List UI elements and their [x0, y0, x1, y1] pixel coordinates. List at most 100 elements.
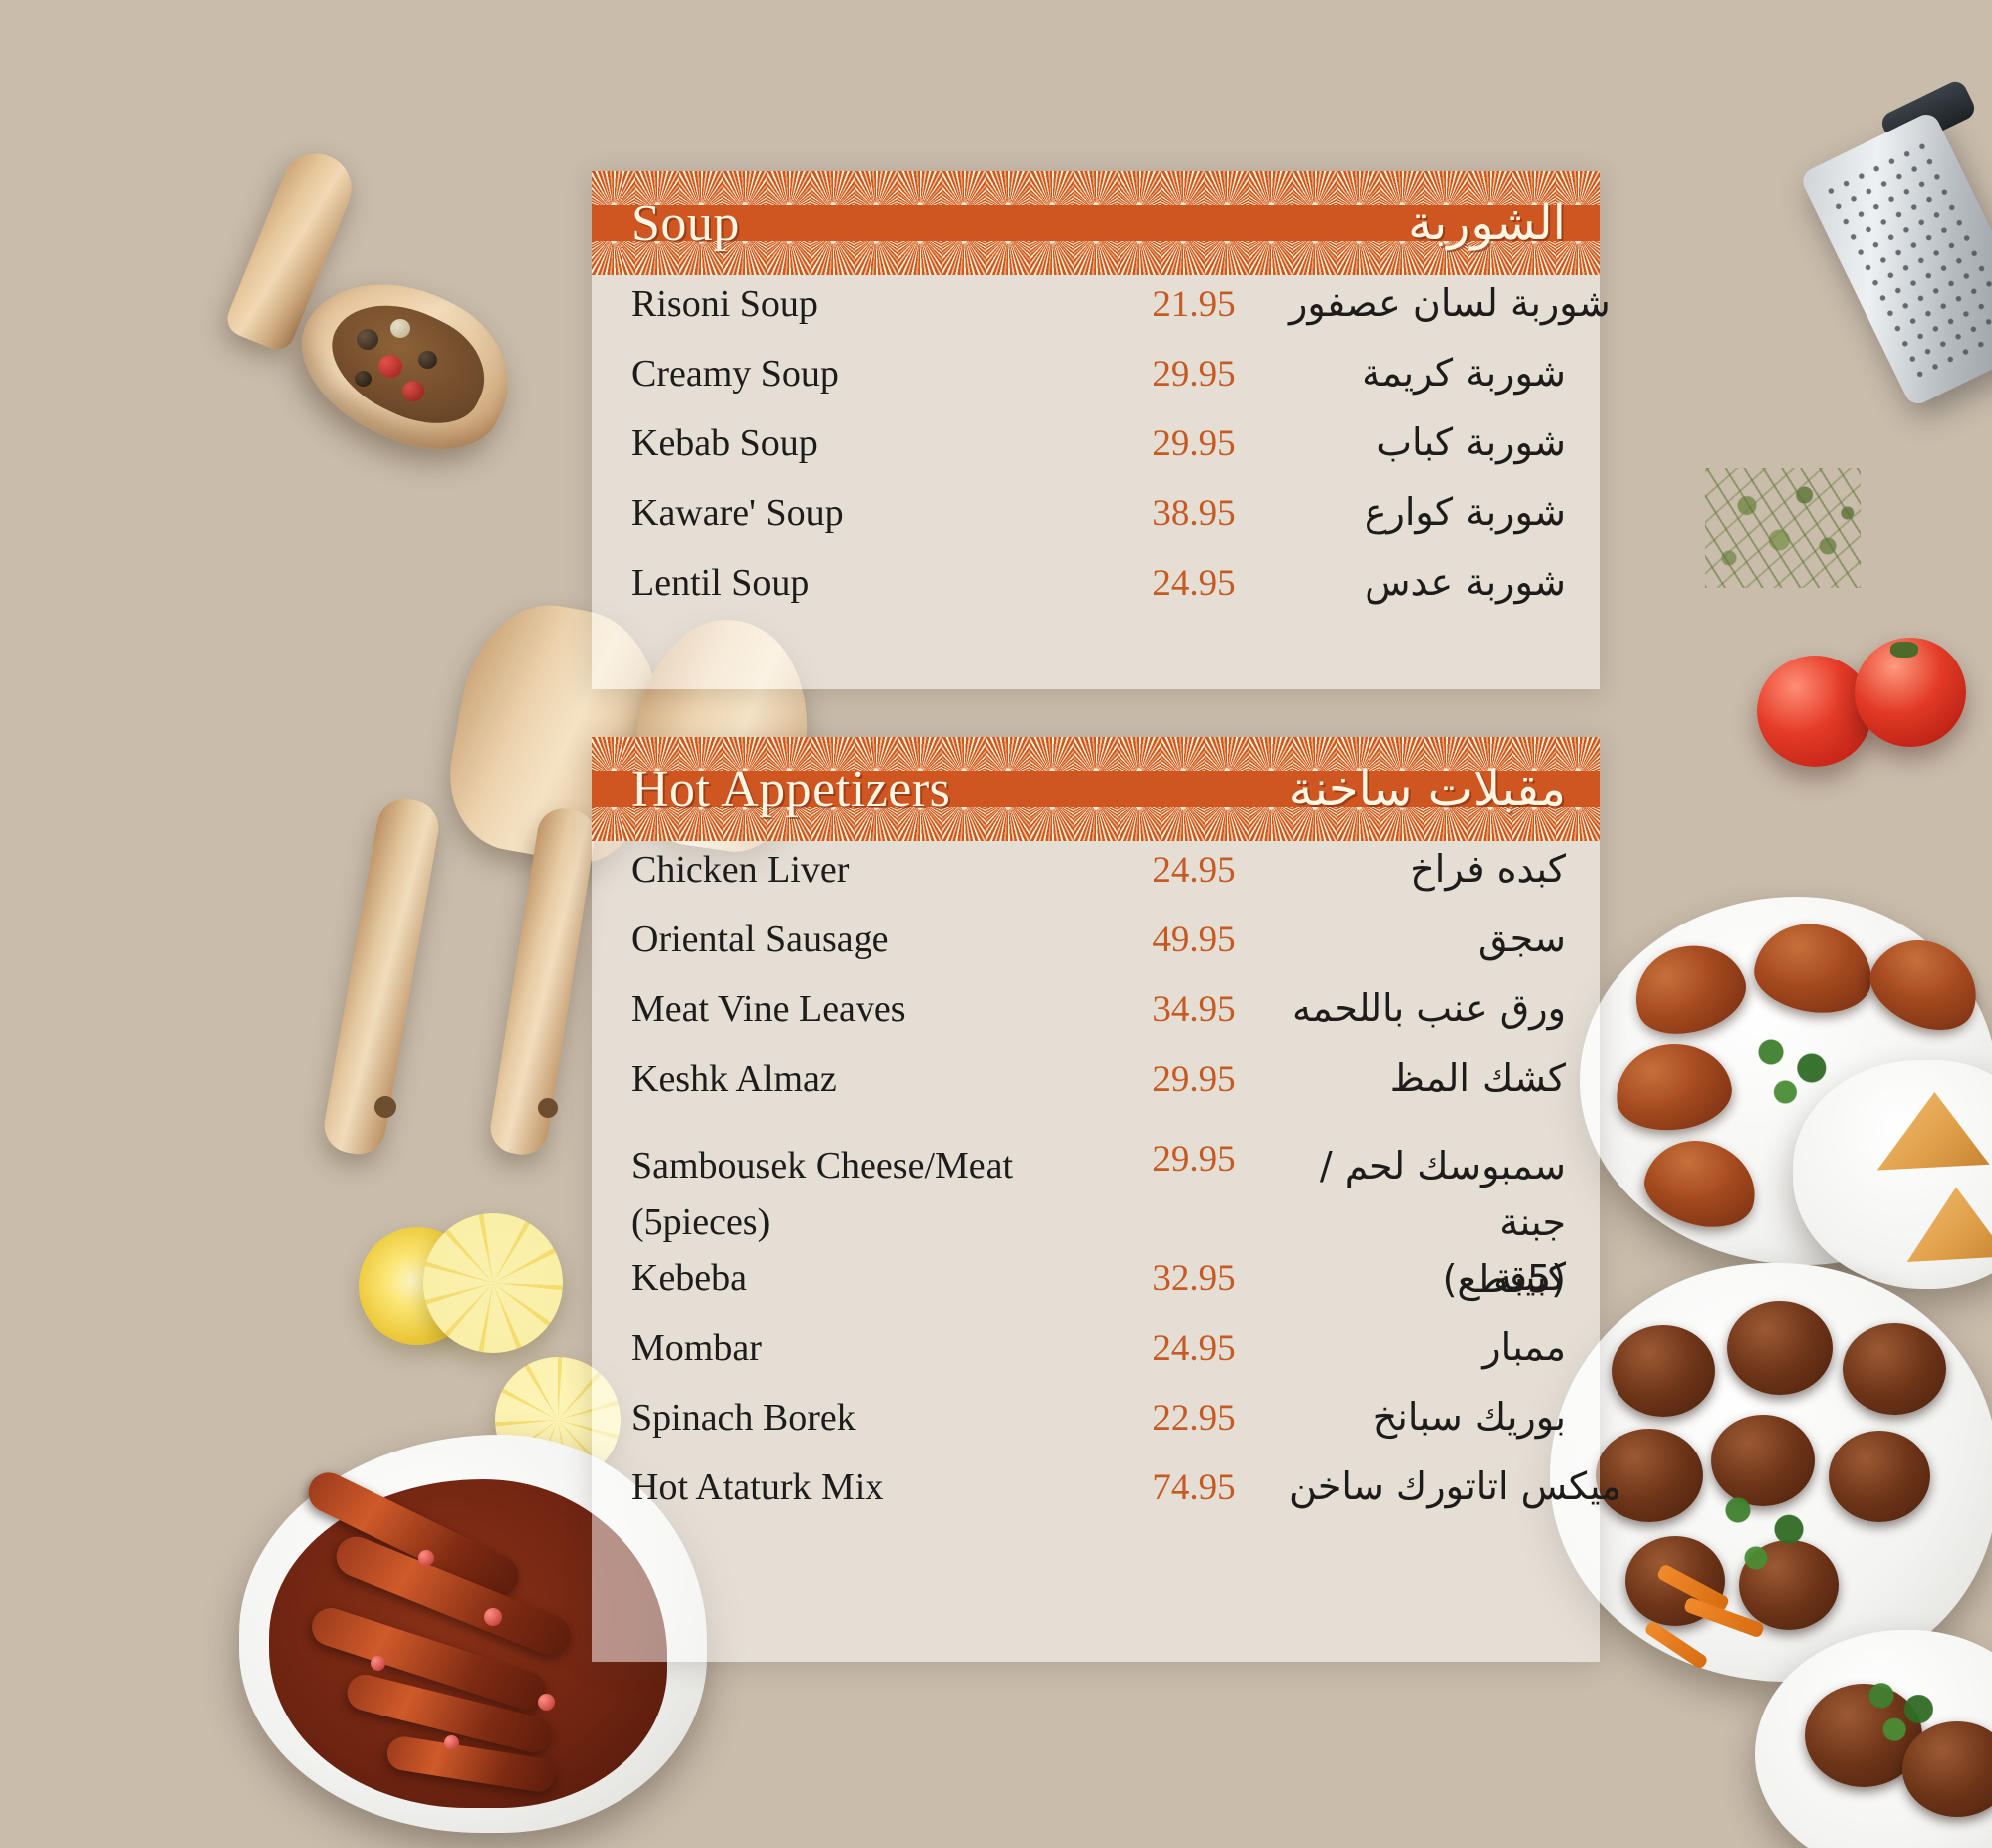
- menu-section-hot-appetizers: Hot Appetizers مقبلات ساخنة Chicken Live…: [592, 737, 1621, 1662]
- item-name-en: Kebeba: [631, 1257, 748, 1299]
- item-name-en: Sambousek Cheese/Meat (5pieces): [631, 1138, 1100, 1251]
- menu-row[interactable]: Kebab Soup 29.95 شوربة كباب: [631, 420, 1566, 490]
- pink-peppercorn: [371, 1656, 385, 1671]
- item-name-en: Kaware' Soup: [631, 492, 844, 534]
- item-name-en: Chicken Liver: [631, 849, 850, 891]
- kofta-ball: [1829, 1431, 1930, 1522]
- item-price: 21.95: [1152, 284, 1236, 325]
- sausage-link: [330, 1530, 577, 1662]
- item-name-en-main: Sambousek Cheese/Meat: [631, 1145, 1014, 1187]
- kibbeh: [1749, 917, 1878, 1020]
- soup-item-list: Risoni Soup 21.95 شوربة لسان عصفور Cream…: [592, 275, 1611, 648]
- item-name-en: Risoni Soup: [631, 283, 818, 325]
- item-price: 24.95: [1152, 1328, 1236, 1369]
- tomato-stem: [1890, 642, 1918, 658]
- wooden-spoon-hole: [536, 1096, 560, 1120]
- item-price: 34.95: [1152, 989, 1236, 1030]
- wooden-scoop-handle: [222, 143, 362, 355]
- menu-row[interactable]: Sambousek Cheese/Meat (5pieces) 29.95 سم…: [631, 1126, 1566, 1301]
- item-name-ar-main: سمبوسك لحم /جبنة: [1319, 1144, 1566, 1244]
- item-name-en: Meat Vine Leaves: [631, 988, 906, 1030]
- menu-row[interactable]: Mombar 24.95 ممبار: [631, 1325, 1566, 1395]
- item-name-en: Hot Ataturk Mix: [631, 1466, 884, 1508]
- grater-handle: [1877, 77, 1979, 154]
- item-price: 22.95: [1152, 1398, 1236, 1439]
- item-price: 49.95: [1152, 920, 1236, 960]
- lemon-half: [359, 1227, 476, 1345]
- item-name-en-sub: (5pieces): [631, 1201, 771, 1243]
- item-name-ar: كبيبة: [1493, 1255, 1566, 1299]
- soup-title-en: Soup: [631, 194, 740, 252]
- pink-peppercorn: [484, 1608, 502, 1626]
- carrot-julienne: [1682, 1596, 1766, 1639]
- samosa-platter: [1793, 1060, 1992, 1289]
- item-name-ar: شوربة عدس: [1365, 560, 1566, 604]
- kibbeh: [1858, 924, 1992, 1045]
- item-name-en: Kebab Soup: [631, 422, 818, 464]
- meat-chunk: [1805, 1684, 1922, 1787]
- meat-chunk: [1902, 1721, 1992, 1817]
- peppercorn: [357, 329, 378, 350]
- pink-peppercorn: [444, 1735, 459, 1750]
- item-price: 29.95: [1152, 354, 1236, 395]
- thyme-stems: [1705, 468, 1861, 588]
- menu-row[interactable]: Kaware' Soup 38.95 شوربة كوارع: [631, 490, 1566, 560]
- item-name-en: Keshk Almaz: [631, 1058, 837, 1100]
- item-name-ar: بوريك سبانخ: [1372, 1395, 1566, 1439]
- menu-row[interactable]: Creamy Soup 29.95 شوربة كريمة: [631, 351, 1566, 420]
- peppercorn: [402, 381, 424, 401]
- menu-row[interactable]: Lentil Soup 24.95 شوربة عدس: [631, 560, 1566, 630]
- tomato: [1757, 656, 1872, 767]
- peppercorn: [418, 351, 437, 369]
- samosa: [1876, 1091, 1990, 1171]
- hot-appetizers-title-ar: مقبلات ساخنة: [1288, 761, 1566, 817]
- kofta-ball: [1625, 1536, 1725, 1626]
- menu-row[interactable]: Hot Ataturk Mix 74.95 ميكس اتاتورك ساخن: [631, 1464, 1621, 1534]
- item-price: 29.95: [1152, 423, 1236, 464]
- item-name-ar: ميكس اتاتورك ساخن: [1289, 1464, 1621, 1508]
- samosa: [1906, 1187, 1992, 1262]
- item-name-ar: ورق عنب باللحمه: [1292, 986, 1566, 1030]
- hot-appetizers-section-header: Hot Appetizers مقبلات ساخنة: [592, 737, 1600, 841]
- item-name-ar: سمبوسك لحم /جبنة (5قطع): [1289, 1138, 1566, 1308]
- menu-row[interactable]: Spinach Borek 22.95 بوريك سبانخ: [631, 1395, 1566, 1464]
- pink-peppercorn: [418, 1550, 434, 1566]
- peppercorn: [390, 319, 410, 338]
- sausage-link: [343, 1671, 556, 1756]
- parsley-garnish: [1735, 1022, 1855, 1122]
- item-name-ar-sub: (5قطع): [1442, 1257, 1566, 1301]
- menu-row[interactable]: Kebeba 32.95 كبيبة: [631, 1255, 1566, 1325]
- thyme-bunch: [1693, 453, 1872, 603]
- item-price: 74.95: [1152, 1467, 1236, 1508]
- kofta-ball: [1843, 1323, 1946, 1415]
- ornament-lace-top-icon: [592, 171, 1600, 205]
- sausage-link: [307, 1603, 551, 1715]
- sausage-link: [301, 1465, 526, 1603]
- wooden-spatula-hole: [373, 1094, 398, 1120]
- item-name-ar: كشك المظ: [1389, 1056, 1566, 1100]
- kibbeh-platter: [1580, 897, 1992, 1265]
- kofta-ball: [1711, 1415, 1815, 1506]
- pink-peppercorn: [538, 1694, 555, 1711]
- menu-row[interactable]: Risoni Soup 21.95 شوربة لسان عصفور: [631, 281, 1611, 351]
- item-name-en: Creamy Soup: [631, 353, 839, 395]
- menu-row[interactable]: Keshk Almaz 29.95 كشك المظ: [631, 1056, 1566, 1126]
- menu-row[interactable]: Oriental Sausage 49.95 سجق: [631, 917, 1566, 986]
- menu-row[interactable]: Chicken Liver 24.95 كبده فراخ: [631, 847, 1566, 917]
- menu-row[interactable]: Meat Vine Leaves 34.95 ورق عنب باللحمه: [631, 986, 1566, 1056]
- sausage-link: [384, 1733, 558, 1795]
- grater-holes: [1819, 132, 1992, 382]
- item-name-ar: سجق: [1477, 917, 1566, 960]
- ornament-lace-top-icon: [592, 737, 1600, 771]
- lemon-slice: [423, 1213, 563, 1353]
- item-name-ar: شوربة لسان عصفور: [1289, 281, 1611, 325]
- carrot-julienne: [1643, 1619, 1709, 1671]
- stew-platter: [1755, 1630, 1992, 1848]
- wooden-spoon-handle: [486, 804, 600, 1159]
- hot-appetizers-title-en: Hot Appetizers: [631, 760, 951, 818]
- hot-appetizers-item-list: Chicken Liver 24.95 كبده فراخ Oriental S…: [592, 841, 1621, 1552]
- kibbeh: [1622, 930, 1756, 1048]
- kofta-ball: [1727, 1301, 1833, 1395]
- item-name-en: Mombar: [631, 1327, 762, 1369]
